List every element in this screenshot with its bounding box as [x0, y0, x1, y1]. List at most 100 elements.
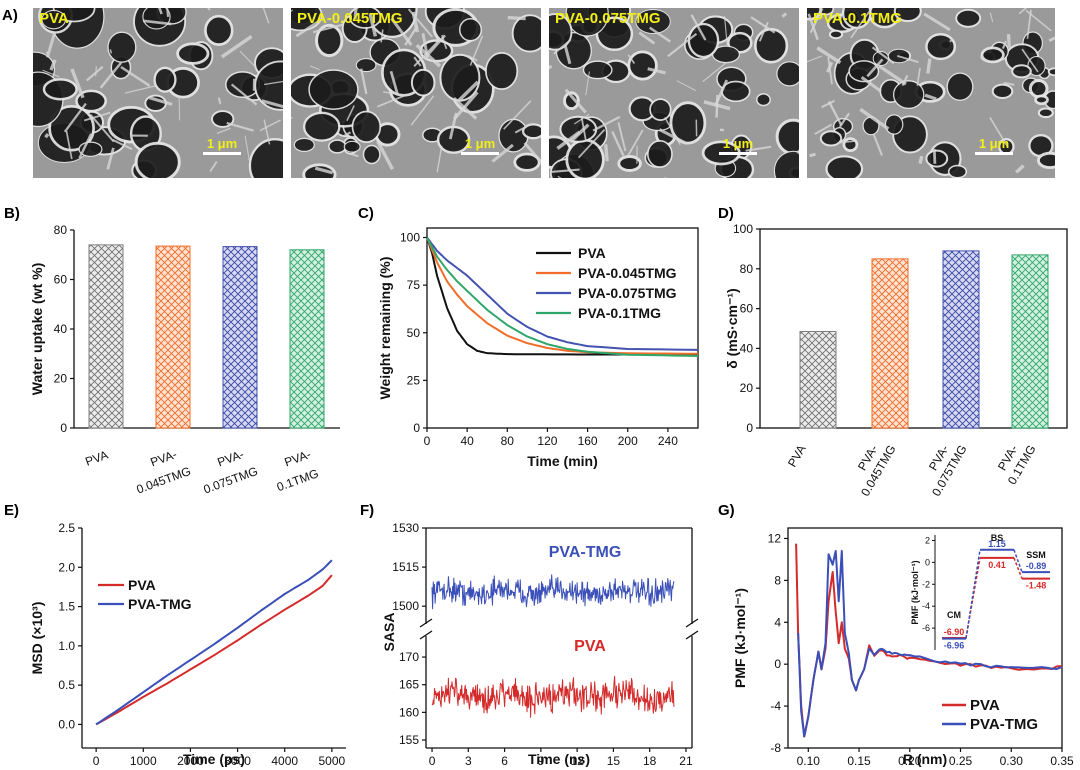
bar: [289, 249, 325, 429]
x-category-label: PVA: [83, 448, 110, 469]
scale-bar-label: 1 μm: [203, 136, 241, 155]
y-tick-label: 155: [399, 733, 419, 747]
panel-letter-b: B): [4, 205, 20, 222]
bar: [88, 244, 124, 429]
y-tick-label: 1500: [392, 599, 419, 613]
legend-label: PVA: [970, 697, 1000, 714]
inset-state-label: SSM: [1026, 550, 1046, 560]
plot-frame: [787, 527, 1063, 749]
x-tick-label: 12: [570, 754, 584, 768]
y-tick-label: 50: [407, 326, 421, 340]
x-tick-label: 200: [618, 434, 638, 448]
sem-texture: [807, 8, 1055, 178]
bar: [799, 330, 837, 429]
sem-texture: [291, 8, 541, 178]
legend-label: PVA: [128, 577, 156, 593]
y-tick-label: 0.5: [58, 678, 75, 692]
scale-bar-label: 1 μm: [719, 136, 757, 155]
y-axis-label: Weight remaining (%): [377, 257, 393, 400]
x-category-label: 0.1TMG: [275, 466, 321, 494]
x-axis-label: Time (min): [527, 453, 598, 469]
y-tick-label: 4: [774, 615, 781, 629]
x-tick-label: 0.15: [847, 754, 871, 768]
panel-letter-c: C): [358, 205, 374, 222]
y-tick-label: 0: [60, 421, 67, 435]
sem-label: PVA-0.075TMG: [555, 10, 661, 27]
y-tick-label: 2.0: [58, 560, 75, 574]
y-tick-label: 80: [54, 223, 68, 237]
inset-value-label: 1.15: [988, 539, 1006, 549]
x-tick-label: 3: [465, 754, 472, 768]
y-tick-label: 0.0: [58, 717, 75, 731]
y-tick-label: 0: [746, 421, 753, 435]
y-tick-label: 8: [774, 573, 781, 587]
series-label: PVA: [574, 638, 606, 655]
legend-label: PVA-TMG: [970, 716, 1038, 733]
y-tick-label: 1530: [392, 521, 419, 535]
y-tick-label: 40: [740, 341, 754, 355]
panel-letter-d: D): [718, 205, 734, 222]
x-category-label: 0.045TMG: [135, 464, 193, 497]
inset-connector: [1013, 549, 1023, 573]
series-line: [95, 559, 333, 726]
x-tick-label: 0: [429, 754, 436, 768]
sem-image: PVA-0.1TMG 1 μm: [807, 8, 1055, 178]
y-tick-label: 20: [54, 372, 68, 386]
legend-label: PVA: [578, 245, 606, 261]
inset-value-label: -6.96: [944, 641, 965, 651]
y-axis-label: Water uptake (wt %): [29, 263, 45, 396]
y-tick-label: 100: [400, 231, 420, 245]
panel-letter-a: A): [2, 7, 18, 24]
x-tick-label: 4000: [271, 754, 298, 768]
sem-label: PVA: [39, 10, 69, 27]
sem-texture: [33, 8, 283, 178]
axis-break-mark: [419, 630, 433, 640]
x-category-label: PVA-: [148, 447, 178, 469]
y-axis-label: MSD (×10³): [29, 602, 45, 675]
series-line: [426, 237, 699, 357]
sem-label: PVA-0.1TMG: [813, 10, 902, 27]
x-tick-label: 2000: [177, 754, 204, 768]
bar: [942, 250, 980, 429]
x-tick-label: 18: [643, 754, 657, 768]
inset-value-label: -1.48: [1026, 581, 1047, 591]
scale-bar: [461, 152, 499, 155]
y-tick-label: 60: [54, 273, 68, 287]
legend-label: PVA-0.045TMG: [578, 265, 677, 281]
x-tick-label: 160: [578, 434, 598, 448]
y-tick-label: 1.0: [58, 639, 75, 653]
inset-state-label: CM: [947, 610, 961, 620]
bar: [1011, 254, 1049, 429]
axis-break-mark: [685, 618, 699, 628]
plot-frame: [426, 227, 699, 429]
scale-bar-label: 1 μm: [975, 136, 1013, 155]
bar: [871, 258, 909, 429]
inset-y-tick-label: -6: [922, 623, 930, 633]
y-tick-label: 25: [407, 373, 421, 387]
x-tick-label: 0.30: [1000, 754, 1024, 768]
y-tick-label: 60: [740, 302, 754, 316]
axis-break-mark: [419, 618, 433, 628]
x-tick-label: 6: [501, 754, 508, 768]
inset-y-axis-label: PMF (kJ·mol⁻¹): [910, 560, 920, 624]
y-tick-label: 0: [774, 657, 781, 671]
series-trace: [431, 574, 675, 610]
legend-label: PVA-TMG: [128, 596, 192, 612]
bar: [222, 246, 258, 429]
x-category-label: PVA: [785, 443, 809, 470]
panel-letter-e: E): [4, 502, 19, 519]
x-tick-label: 0: [424, 434, 431, 448]
inset-state-label: BS: [991, 533, 1004, 543]
y-tick-label: 1515: [392, 560, 419, 574]
series-line: [95, 574, 333, 726]
sem-texture: [549, 8, 799, 178]
x-category-label: PVA-: [215, 447, 245, 469]
x-tick-label: 21: [679, 754, 693, 768]
y-tick-label: -8: [770, 741, 781, 755]
axis-break-mark: [685, 630, 699, 640]
x-tick-label: 1000: [130, 754, 157, 768]
y-tick-label: 12: [768, 531, 782, 545]
x-tick-label: 40: [460, 434, 474, 448]
